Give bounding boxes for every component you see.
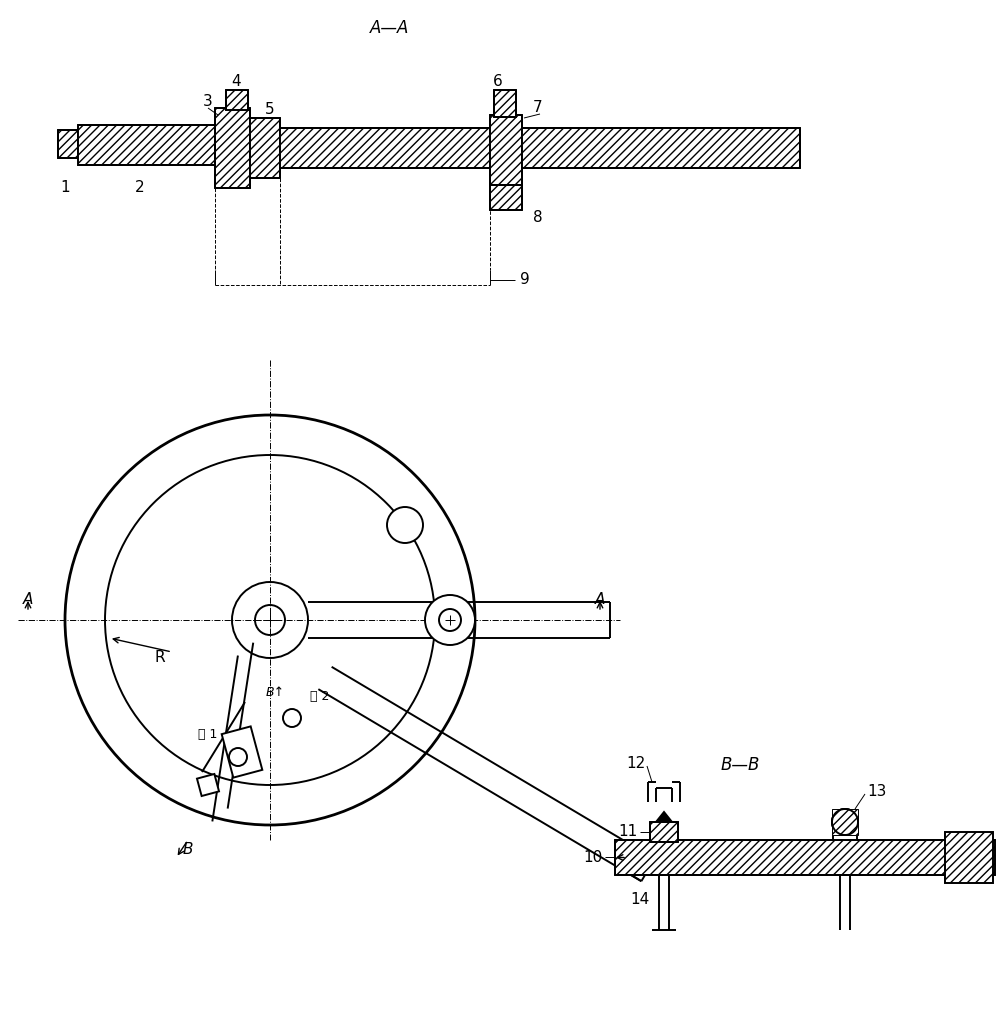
- Text: 6: 6: [493, 75, 503, 89]
- Circle shape: [387, 507, 423, 543]
- Text: 4: 4: [231, 75, 240, 89]
- Bar: [494, 90, 516, 117]
- Circle shape: [439, 609, 461, 631]
- Circle shape: [832, 809, 858, 835]
- Text: 10: 10: [583, 850, 603, 864]
- Circle shape: [229, 748, 247, 766]
- Bar: [58, 130, 78, 158]
- Bar: [490, 185, 522, 210]
- Bar: [78, 125, 215, 165]
- Text: 3: 3: [203, 94, 213, 110]
- Text: 14: 14: [631, 893, 650, 907]
- Circle shape: [255, 605, 285, 635]
- Text: 5: 5: [266, 102, 275, 118]
- Bar: [945, 831, 993, 883]
- Bar: [197, 774, 219, 796]
- Text: 孔 1: 孔 1: [198, 728, 217, 741]
- Circle shape: [65, 415, 475, 825]
- Text: 12: 12: [627, 757, 646, 771]
- Text: 1: 1: [60, 180, 69, 196]
- Text: R: R: [155, 650, 165, 666]
- Text: A: A: [595, 593, 606, 607]
- Circle shape: [105, 455, 435, 785]
- Bar: [615, 840, 995, 874]
- Bar: [650, 822, 678, 842]
- Circle shape: [283, 709, 301, 727]
- Bar: [490, 115, 522, 185]
- Text: 孔 2: 孔 2: [310, 689, 330, 702]
- Circle shape: [232, 582, 308, 658]
- Text: A: A: [23, 593, 33, 607]
- Bar: [226, 90, 248, 110]
- Text: B—B: B—B: [720, 756, 760, 774]
- Text: A—A: A—A: [370, 19, 409, 37]
- Bar: [280, 128, 490, 168]
- Circle shape: [832, 809, 858, 835]
- Text: 11: 11: [619, 824, 638, 840]
- Text: B↑: B↑: [266, 685, 285, 698]
- Bar: [522, 128, 800, 168]
- Text: B: B: [183, 843, 193, 857]
- Text: 9: 9: [520, 272, 530, 288]
- Bar: [221, 726, 263, 777]
- Bar: [215, 108, 250, 188]
- Text: 13: 13: [867, 784, 886, 800]
- Bar: [250, 118, 280, 178]
- Text: 7: 7: [533, 100, 543, 116]
- Text: 2: 2: [135, 180, 145, 196]
- Polygon shape: [656, 812, 672, 822]
- Text: 8: 8: [533, 211, 543, 225]
- Bar: [832, 809, 858, 835]
- Circle shape: [425, 595, 475, 645]
